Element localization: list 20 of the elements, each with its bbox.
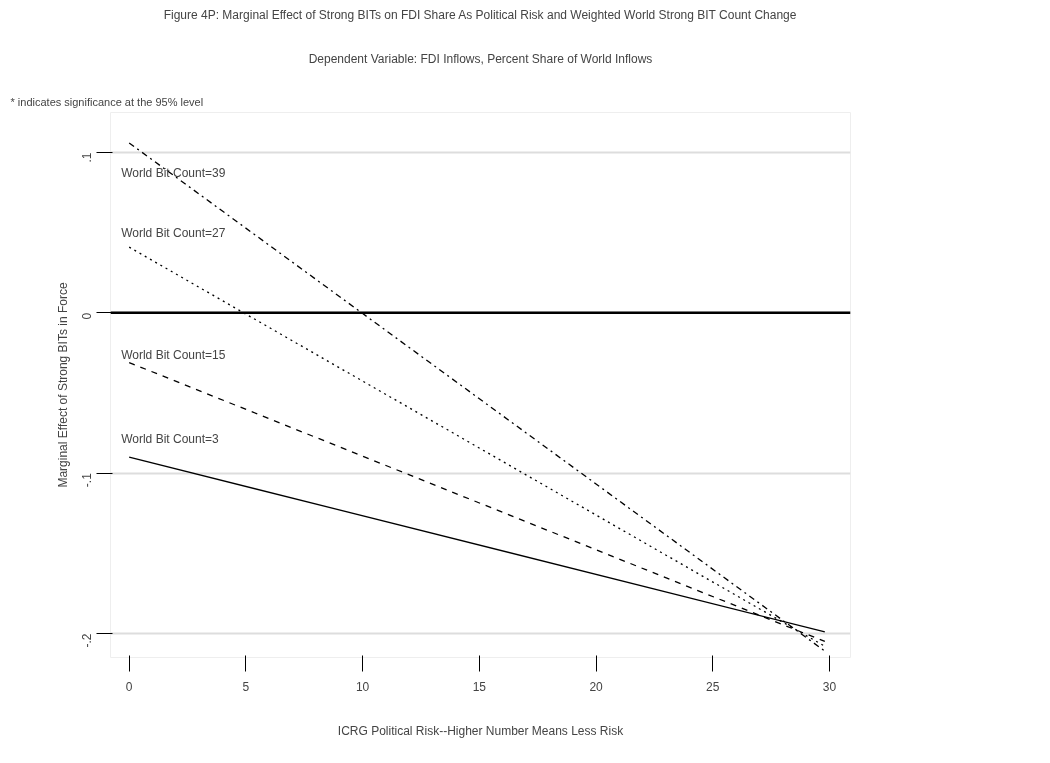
chart-title: Figure 4P: Marginal Effect of Strong BITs on FDI Share As Political Risk and Weighted World Strong BIT Count Change bbox=[163, 7, 797, 22]
chart-subtitle: Dependent Variable: FDI Inflows, Percent Share of World Inflows bbox=[308, 51, 653, 66]
series-label: World Bit Count=27 bbox=[121, 226, 226, 241]
x-tick-label: 15 bbox=[472, 679, 487, 694]
y-axis-title: Marginal Effect of Strong BITs in Force bbox=[55, 282, 70, 488]
x-tick-label: 20 bbox=[589, 679, 604, 694]
x-axis-title: ICRG Political Risk--Higher Number Means Less Risk bbox=[337, 723, 625, 738]
y-tick-label: -.1 bbox=[80, 472, 94, 488]
y-tick-label: 0 bbox=[80, 312, 94, 320]
y-tick-label: .1 bbox=[80, 152, 94, 163]
text: * indicates significance at the 95% level bbox=[10, 95, 204, 108]
x-tick-label: 0 bbox=[125, 679, 133, 694]
series-label: World Bit Count=15 bbox=[121, 347, 226, 362]
x-tick-label: 25 bbox=[706, 679, 720, 694]
x-tick-label: 5 bbox=[242, 679, 250, 694]
series-label: World Bit Count=3 bbox=[121, 432, 219, 447]
x-tick-label: 10 bbox=[355, 679, 370, 694]
y-tick-label: -.2 bbox=[80, 633, 94, 648]
x-tick-label: 30 bbox=[822, 679, 837, 694]
series-label: World Bit Count=39 bbox=[121, 165, 226, 180]
